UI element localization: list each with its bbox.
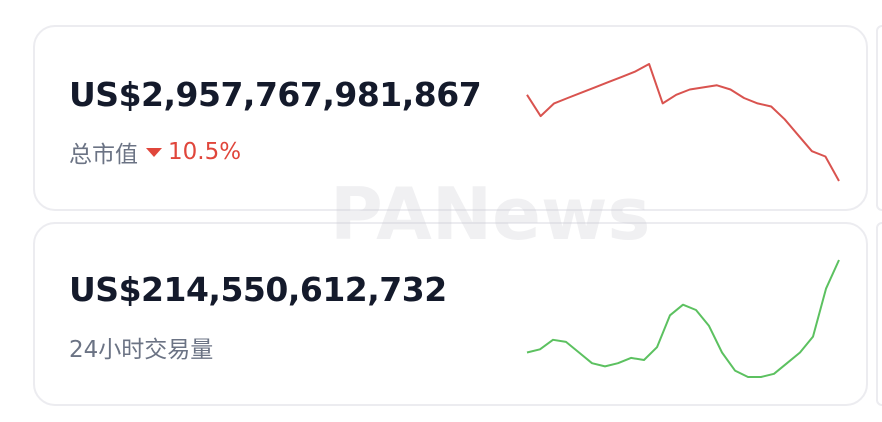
sparkline (526, 63, 840, 182)
volume-card[interactable]: US$214,550,612,732 24小时交易量 (33, 222, 868, 406)
change-value: 10.5% (168, 139, 242, 165)
down-arrow (146, 147, 162, 157)
sparkline-path (526, 63, 840, 182)
label-row: 24小时交易量 (69, 330, 213, 364)
label: 24小时交易量 (69, 337, 214, 363)
label-row: 总市值 10.5% (69, 135, 241, 169)
market-cap-card[interactable]: US$2,957,767,981,867 总市值 10.5% (33, 25, 868, 211)
next-card-edge (876, 222, 882, 406)
change: 10.5% (146, 139, 241, 165)
sparkline (526, 259, 840, 378)
next-card-edge (876, 25, 882, 211)
sparkline-path (526, 259, 840, 378)
amount: US$214,550,612,732 (69, 270, 447, 309)
label: 总市值 (69, 142, 138, 168)
amount: US$2,957,767,981,867 (69, 75, 482, 114)
